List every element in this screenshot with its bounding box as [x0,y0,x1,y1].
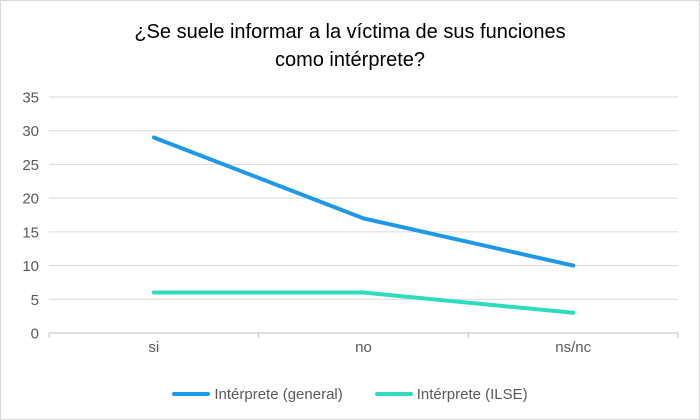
x-tick-label: si [148,339,159,356]
chart-title: ¿Se suele informar a la víctima de sus f… [1,18,699,74]
y-tick-label: 20 [22,191,39,208]
y-tick-label: 35 [22,90,39,107]
legend-item-general: Intérprete (general) [172,385,343,403]
legend-marker-ilse [374,392,413,396]
y-tick-label: 30 [22,123,39,140]
chart-title-line2: como intérprete? [274,49,426,71]
series-line-general [151,135,576,268]
y-tick-label: 10 [22,258,39,275]
y-tick-label: 15 [22,224,39,241]
legend-label-general: Intérprete (general) [214,385,343,403]
legend-item-ilse: Intérprete (ILSE) [374,385,528,403]
x-tick-label: no [355,339,372,356]
y-tick-label: 25 [22,157,39,174]
legend-label-ilse: Intérprete (ILSE) [416,385,528,403]
x-tick-label: ns/nc [555,339,591,356]
legend: Intérprete (general) Intérprete (ILSE) [1,383,699,405]
chart-canvas: 0 5 10 15 20 25 30 35 si no ns/nc [22,90,679,356]
y-tick-label: 5 [31,292,39,309]
legend-marker-general [172,392,211,396]
y-tick-label: 0 [31,326,39,343]
series-line-ilse [151,290,576,315]
chart-title-line1: ¿Se suele informar a la víctima de sus f… [134,21,566,43]
